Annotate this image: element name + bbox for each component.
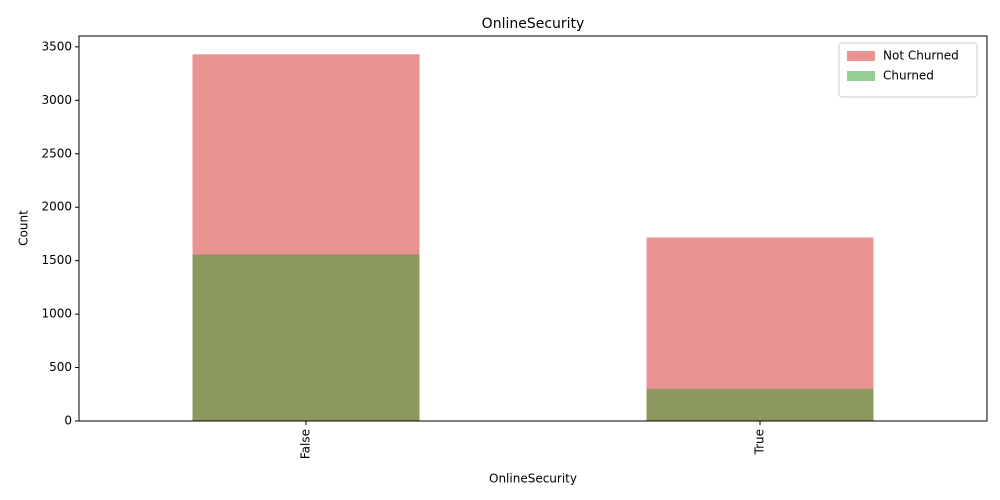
y-tick-label: 0 xyxy=(64,414,72,428)
y-tick-label: 1500 xyxy=(41,253,72,267)
legend-swatch xyxy=(847,51,875,61)
legend: Not Churned Churned xyxy=(838,42,978,98)
axes-frame xyxy=(78,35,988,422)
legend-swatch xyxy=(847,71,875,81)
y-tick-label: 3000 xyxy=(41,93,72,107)
y-tick-label: 500 xyxy=(49,360,72,374)
y-tick-label: 1000 xyxy=(41,307,72,321)
x-axis-label: OnlineSecurity xyxy=(489,472,577,486)
legend-label: Churned xyxy=(883,69,934,83)
x-tick-label: True xyxy=(753,429,767,456)
y-tick-label: 2000 xyxy=(41,200,72,214)
chart-title: OnlineSecurity xyxy=(482,16,585,32)
y-tick-label: 2500 xyxy=(41,146,72,160)
y-tick-label: 3500 xyxy=(41,39,72,53)
x-tick-label: False xyxy=(299,429,313,459)
bar xyxy=(646,388,874,421)
legend-label: Not Churned xyxy=(883,49,959,63)
bar xyxy=(192,254,420,421)
y-axis-label: Count xyxy=(17,210,31,246)
